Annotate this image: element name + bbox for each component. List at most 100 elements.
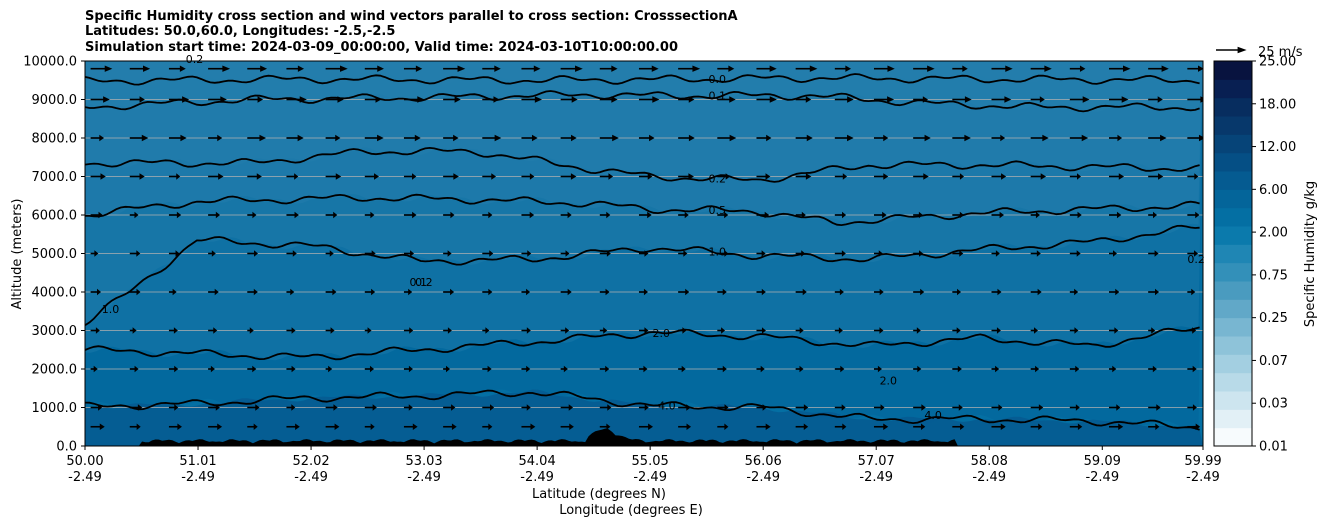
contour-label: 4.0 — [658, 400, 676, 413]
arrow-head — [100, 173, 106, 180]
arrow-head — [252, 365, 257, 373]
wind-vector — [678, 423, 692, 430]
arrow-head — [644, 250, 649, 257]
wind-vector — [90, 365, 98, 373]
wind-vector — [247, 288, 258, 296]
wind-vector — [913, 134, 931, 142]
wind-vector — [1108, 327, 1119, 334]
arrow-head — [253, 288, 258, 296]
arrow-head — [445, 365, 450, 373]
wind-vector — [1069, 96, 1090, 103]
arrow-head — [410, 250, 415, 257]
wind-vector — [834, 423, 847, 430]
arrow-head — [612, 134, 619, 142]
wind-vector — [286, 96, 307, 103]
wind-vector — [599, 65, 618, 72]
wind-vector — [208, 250, 216, 257]
arrow-head — [99, 423, 105, 430]
arrow-head — [377, 65, 384, 72]
arrow-head — [960, 423, 965, 430]
colorbar-swatch — [1214, 427, 1252, 447]
colorbar-tick-label: 6.00 — [1259, 183, 1288, 198]
arrow-head — [488, 423, 493, 430]
arrow-head — [260, 65, 268, 72]
x-tick-label-lon: -2.49 — [181, 470, 215, 485]
wind-vector — [991, 288, 1002, 296]
arrow-head — [769, 96, 777, 103]
wind-vector — [756, 288, 766, 296]
wind-vector — [795, 96, 812, 103]
arrow-head — [847, 134, 854, 142]
arrow-head — [1081, 134, 1089, 142]
contour-line — [85, 224, 1200, 327]
wind-vector — [1069, 327, 1079, 334]
arrow-head — [526, 327, 531, 334]
wind-vector — [795, 404, 809, 411]
wind-vector — [1148, 327, 1156, 334]
arrow-head — [648, 423, 654, 430]
wind-vector — [482, 173, 497, 180]
wind-vector — [482, 211, 493, 219]
arrow-head — [217, 134, 223, 142]
x-axis-label-longitude: Longitude (degrees E) — [559, 503, 703, 518]
wind-vector — [325, 365, 333, 373]
wind-vector — [638, 288, 648, 296]
wind-vector — [325, 65, 348, 72]
wind-vector — [913, 365, 922, 373]
wind-vector — [168, 96, 190, 103]
y-tick-label: 7000.0 — [32, 170, 78, 185]
wind-vector — [208, 288, 219, 296]
quiver-key: 25 m/s — [1216, 45, 1303, 60]
contour-label: 0.2 — [415, 276, 433, 289]
wind-vector — [1030, 65, 1052, 72]
wind-vector — [1187, 327, 1197, 334]
x-tick-label-lat: 52.02 — [292, 454, 329, 469]
x-tick-label-lat: 50.00 — [66, 454, 103, 469]
arrow-head — [451, 404, 456, 411]
arrow-head — [957, 365, 962, 373]
wind-vector — [482, 250, 494, 257]
wind-vector — [991, 365, 1000, 373]
wind-vector — [325, 288, 337, 296]
arrow-head — [1158, 173, 1164, 180]
wind-vector — [482, 365, 492, 373]
arrow-head — [920, 288, 925, 296]
wind-vector — [247, 65, 268, 72]
colorbar-swatch — [1214, 171, 1252, 190]
colorbar-tick-label: 0.01 — [1259, 440, 1288, 455]
wind-vector — [90, 327, 100, 334]
wind-vector — [638, 173, 653, 180]
wind-vector — [325, 423, 340, 430]
wind-vector — [325, 96, 344, 103]
arrow-head — [177, 423, 182, 430]
arrow-head — [1074, 288, 1079, 296]
wind-vector — [403, 211, 417, 219]
y-axis-label: Altitude (meters) — [10, 199, 25, 310]
wind-vector — [599, 288, 610, 296]
wind-vector — [795, 365, 804, 373]
arrow-head — [211, 250, 216, 257]
arrow-head — [760, 365, 765, 373]
wind-vector — [208, 404, 220, 411]
wind-vector — [403, 404, 413, 411]
wind-vector — [1187, 134, 1203, 142]
wind-vector — [560, 288, 572, 296]
wind-vector — [90, 65, 113, 72]
arrow-head — [995, 250, 1000, 257]
arrow-head — [887, 65, 895, 72]
arrow-head — [450, 211, 455, 219]
arrow-head — [533, 65, 541, 72]
arrow-head — [997, 288, 1002, 296]
wind-vector — [1108, 404, 1121, 411]
arrow-head — [1035, 211, 1040, 219]
wind-vector — [521, 173, 535, 180]
wind-vector — [286, 134, 304, 142]
wind-vector — [678, 250, 688, 257]
arrow-head — [374, 173, 380, 180]
wind-vector — [913, 96, 929, 103]
wind-vector — [364, 211, 375, 219]
arrow-head — [132, 327, 137, 334]
arrow-head — [295, 423, 300, 430]
arrow-head — [257, 96, 264, 103]
wind-vector — [756, 404, 767, 411]
